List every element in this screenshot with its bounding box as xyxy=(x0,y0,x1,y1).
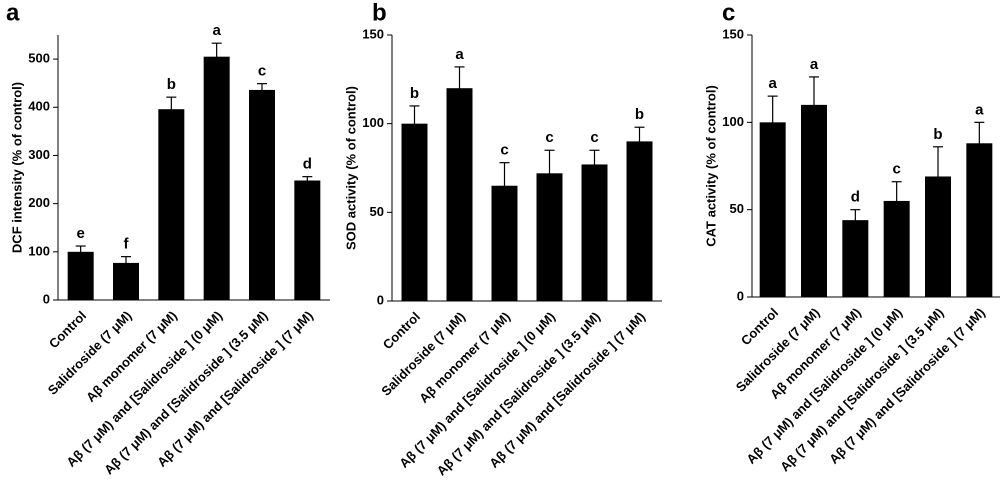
significance-letter: d xyxy=(303,156,312,173)
y-tick-label: 100 xyxy=(28,243,50,258)
y-tick-label: 100 xyxy=(362,115,384,130)
bar xyxy=(401,123,428,302)
x-tick-label: Aβ (7 μM) and [Salidroside ] (0 μM) xyxy=(743,305,905,467)
panel-label: a xyxy=(6,0,20,26)
y-tick-label: 50 xyxy=(370,204,384,219)
bar xyxy=(446,88,473,301)
x-tick-label: Salidroside (7 μM) xyxy=(45,308,135,398)
y-tick-label: 0 xyxy=(377,292,384,307)
significance-letter: c xyxy=(590,129,598,146)
significance-letter: b xyxy=(167,76,176,93)
x-tick-label: Aβ (7 μM) and [Salidroside ] (7 μM) xyxy=(826,305,988,467)
y-tick-label: 500 xyxy=(28,51,50,66)
significance-letter: b xyxy=(933,126,942,143)
significance-letter: c xyxy=(892,161,900,178)
significance-letter: b xyxy=(635,106,644,123)
y-tick-label: 100 xyxy=(722,114,744,129)
y-tick-label: 150 xyxy=(722,26,744,41)
y-tick-label: 150 xyxy=(362,26,384,41)
significance-letter: b xyxy=(410,85,419,102)
significance-letter: a xyxy=(768,75,777,92)
panel-label: b xyxy=(372,0,387,26)
y-tick-label: 300 xyxy=(28,147,50,162)
y-tick-label: 400 xyxy=(28,99,50,114)
significance-letter: e xyxy=(76,225,84,242)
y-axis-title: SOD activity (% of control) xyxy=(343,86,358,250)
bar xyxy=(294,180,321,300)
x-tick-label: Control xyxy=(380,309,423,352)
y-tick-label: 200 xyxy=(28,195,50,210)
bar xyxy=(966,143,993,297)
bar xyxy=(249,89,275,300)
significance-letter: c xyxy=(500,142,508,159)
bar xyxy=(158,109,185,300)
x-tick-label: Aβ (7 μM) and [Salidroside ] (3.5 μM) xyxy=(434,309,603,478)
significance-letter: a xyxy=(810,56,819,73)
panel-label: c xyxy=(722,0,735,26)
bar xyxy=(203,56,230,300)
x-tick-label: Salidroside (7 μM) xyxy=(378,309,468,399)
significance-letter: a xyxy=(975,101,984,118)
significance-letter: c xyxy=(258,63,266,80)
x-tick-label: Aβ (7 μM) and [Salidroside ] (3.5 μM) xyxy=(101,308,270,477)
x-tick-label: Control xyxy=(46,308,89,351)
significance-letter: d xyxy=(851,189,860,206)
y-tick-label: 0 xyxy=(43,291,50,306)
bar xyxy=(801,104,827,297)
bar xyxy=(759,122,786,297)
y-axis-title: DCF intensity (% of control) xyxy=(9,82,24,253)
significance-letter: a xyxy=(455,46,464,63)
y-tick-label: 50 xyxy=(730,201,744,216)
bar xyxy=(626,141,653,301)
y-axis-title: CAT activity (% of control) xyxy=(703,85,718,247)
significance-letter: c xyxy=(545,129,553,146)
bar xyxy=(842,220,869,297)
bar xyxy=(67,251,94,300)
significance-letter: a xyxy=(212,22,221,39)
bar xyxy=(581,164,608,301)
significance-letter: f xyxy=(124,236,130,253)
y-tick-label: 0 xyxy=(737,288,744,303)
